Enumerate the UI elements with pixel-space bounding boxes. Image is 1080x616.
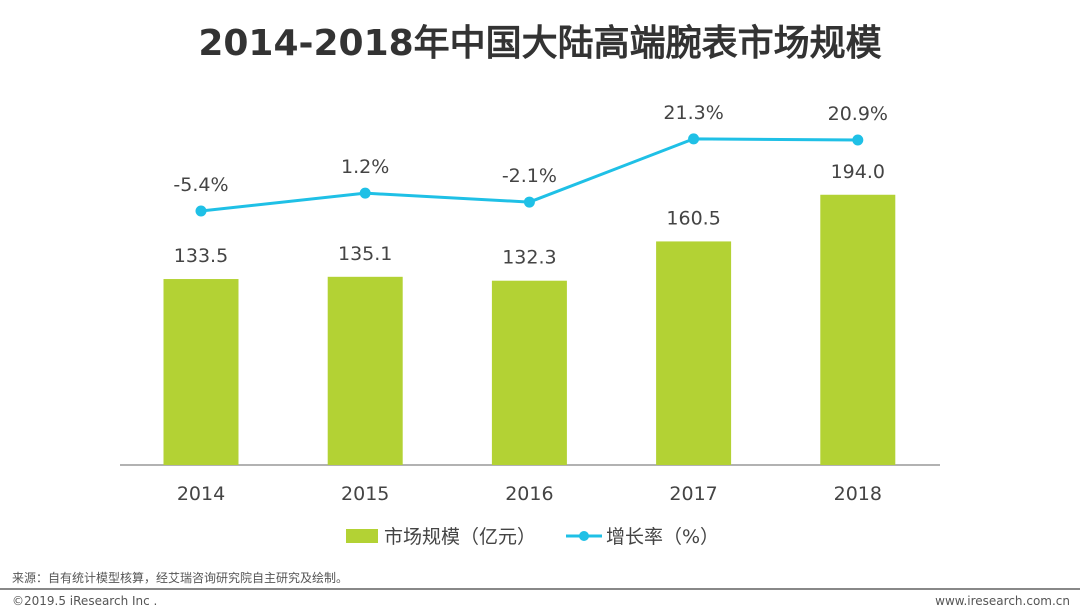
bar — [327, 276, 403, 465]
x-tick-label: 2018 — [834, 483, 882, 505]
growth-point — [852, 134, 864, 146]
bar-value-label: 160.5 — [666, 207, 720, 229]
growth-value-label: 21.3% — [663, 102, 723, 124]
bar-value-label: 135.1 — [338, 243, 392, 265]
bar-value-label: 194.0 — [831, 161, 885, 183]
legend-line-swatch — [566, 530, 602, 541]
bar-value-label: 132.3 — [502, 247, 556, 269]
copyright: ©2019.5 iResearch Inc . — [12, 594, 158, 608]
bar — [820, 194, 896, 465]
legend-item-bar: 市场规模（亿元） — [346, 522, 536, 549]
x-tick-label: 2014 — [177, 483, 225, 505]
growth-point — [359, 187, 371, 199]
x-tick-label: 2017 — [669, 483, 717, 505]
growth-value-label: 20.9% — [828, 103, 888, 125]
source-note: 来源：自有统计模型核算，经艾瑞咨询研究院自主研究及绘制。 — [12, 571, 349, 585]
x-tick-label: 2016 — [505, 483, 553, 505]
growth-point — [195, 205, 207, 217]
legend-item-line: 增长率（%） — [566, 522, 719, 549]
website: www.iresearch.com.cn — [935, 594, 1070, 608]
bar — [491, 280, 567, 465]
growth-value-label: 1.2% — [341, 156, 389, 178]
chart-title: 2014-2018年中国大陆高端腕表市场规模 — [198, 23, 882, 64]
growth-point — [688, 133, 700, 145]
legend-bar-label: 市场规模（亿元） — [384, 526, 537, 548]
x-tick-label: 2015 — [341, 483, 389, 505]
bar — [656, 241, 732, 465]
bar-value-label: 133.5 — [174, 245, 228, 267]
bar — [163, 279, 239, 465]
growth-value-label: -5.4% — [173, 174, 228, 196]
legend-bar-swatch — [346, 528, 378, 543]
growth-value-label: -2.1% — [502, 165, 557, 187]
legend-line-label: 增长率（%） — [606, 526, 720, 548]
growth-point — [523, 196, 535, 208]
footer-divider — [0, 588, 1080, 590]
